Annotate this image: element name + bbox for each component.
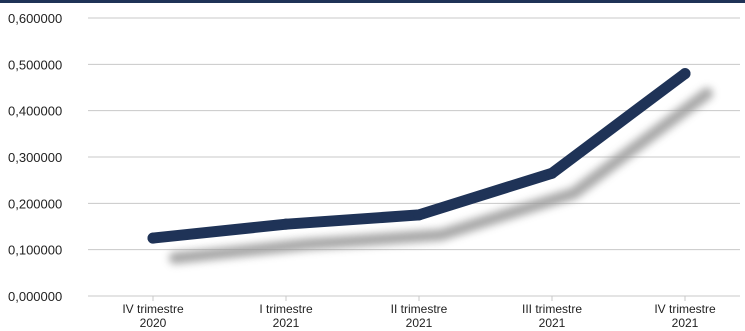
y-tick-label: 0,100000	[8, 243, 62, 258]
data-point	[679, 68, 691, 80]
y-tick-label: 0,000000	[8, 289, 62, 304]
y-tick-label: 0,200000	[8, 196, 62, 211]
x-tick-label: III trimestre 2021	[522, 302, 582, 330]
x-tick-label: II trimestre 2021	[391, 302, 448, 330]
x-tick-label: IV trimestre 2020	[122, 302, 184, 330]
x-tick-label: I trimestre 2021	[259, 302, 313, 330]
data-point	[413, 209, 425, 221]
x-tick-label-line: 2021	[672, 316, 699, 330]
data-point	[147, 232, 159, 244]
x-tick-label-line: III trimestre	[522, 302, 582, 316]
y-tick-label: 0,500000	[8, 57, 62, 72]
x-tick-label-line: I trimestre	[259, 302, 313, 316]
x-tick-label-line: IV trimestre	[654, 302, 716, 316]
x-tick-label-line: IV trimestre	[122, 302, 184, 316]
x-tick-label: IV trimestre 2021	[654, 302, 716, 330]
x-tick-label-line: II trimestre	[391, 302, 448, 316]
data-point	[280, 218, 292, 230]
x-tick-label-line: 2020	[140, 316, 167, 330]
series-line-shadow	[169, 87, 713, 265]
x-tick-label-line: 2021	[273, 316, 300, 330]
y-tick-label: 0,400000	[8, 104, 62, 119]
data-point	[546, 167, 558, 179]
x-tick-label-line: 2021	[539, 316, 566, 330]
y-tick-label: 0,300000	[8, 150, 62, 165]
x-tick-label-line: 2021	[406, 316, 433, 330]
y-tick-label: 0,600000	[8, 11, 62, 26]
